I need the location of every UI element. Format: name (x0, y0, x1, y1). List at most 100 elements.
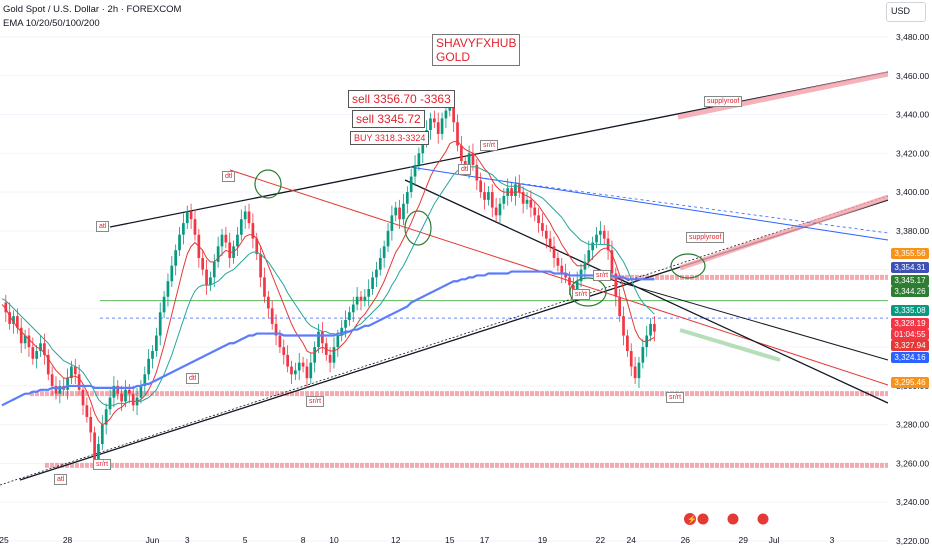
candle-body (54, 385, 58, 394)
candle-body (189, 211, 193, 220)
candle-body (116, 385, 120, 394)
candle-body (216, 246, 220, 262)
candle-body (209, 277, 212, 286)
candle-body (348, 312, 351, 321)
circle-3 (569, 277, 607, 307)
price-label-8: 3,324.16 (891, 352, 929, 363)
x-tick-label: 3 (830, 535, 835, 545)
candle-body (151, 351, 154, 359)
candle-body (239, 219, 243, 235)
candle-body (568, 277, 571, 286)
candle-body (436, 122, 440, 134)
green-projection (679, 328, 781, 362)
candle-body (398, 207, 401, 220)
candles (4, 93, 656, 470)
candle-body (8, 312, 12, 324)
flag-icon-1 (696, 512, 710, 526)
candle-body (66, 378, 69, 390)
time-axis: 25 28 Jun 3 5 8 10 12 15 17 19 22 24 26 29 Jul 3 (0, 535, 835, 545)
candle-body (263, 277, 266, 297)
price-label-7: 3,327.94 (891, 340, 929, 351)
candle-body (541, 223, 544, 231)
candle-body (104, 409, 108, 425)
candle-body (344, 320, 347, 328)
candle-body (274, 323, 278, 336)
y-tick-label: 3,480.00 (896, 32, 929, 42)
candle-body (224, 234, 228, 243)
candle-body (571, 285, 575, 289)
price-label-9: 3,295.46 (891, 377, 929, 388)
candle-body (290, 366, 293, 375)
small-label-atl1: atl (96, 221, 110, 232)
candle-body (517, 184, 521, 193)
candle-body (182, 223, 185, 235)
small-label-srrt3: sr/rt (480, 140, 499, 151)
candle-body (46, 354, 50, 375)
candle-body (81, 389, 85, 406)
candle-body (363, 296, 367, 301)
candle-body (487, 192, 490, 200)
candle-body (251, 223, 255, 239)
candle-body (278, 335, 282, 348)
candle-body (525, 199, 529, 204)
candle-body (548, 238, 552, 247)
small-label-srrt2: sr/rt (93, 459, 112, 470)
candle-body (4, 302, 8, 313)
flag-icon-3 (756, 512, 770, 526)
sell-label-2: sell 3345.72 (352, 110, 425, 128)
candle-body (16, 316, 19, 328)
candle-body (591, 242, 594, 251)
candle-body (147, 358, 150, 375)
candle-body (556, 257, 560, 266)
candle-body (340, 327, 344, 336)
candle-body (97, 444, 100, 460)
candle-body (158, 312, 162, 336)
candle-body (336, 335, 340, 348)
small-label-srrt5: sr/rt (572, 289, 591, 300)
upper-trendline-shadow (677, 71, 889, 120)
sell-label-1: sell 3356.70 -3363 (348, 90, 455, 108)
circle-1 (254, 169, 282, 199)
candle-body (139, 385, 143, 398)
candle-body (378, 257, 382, 270)
candle-body (127, 389, 131, 394)
flash-icon (684, 513, 696, 525)
horizontal-levels (30, 274, 888, 468)
candle-body (359, 296, 363, 301)
candle-body (355, 296, 359, 305)
candle-body (305, 366, 309, 379)
x-tick-label: Jun (146, 535, 160, 545)
candle-body (544, 230, 548, 239)
candle-body (50, 374, 54, 386)
y-tick-label: 3,420.00 (896, 148, 929, 158)
small-label-atl2: atl (54, 474, 68, 485)
candle-body (236, 234, 239, 247)
candle-body (394, 207, 398, 216)
flag-icon-2 (726, 512, 740, 526)
candle-body (421, 141, 425, 154)
x-tick-label: 3 (185, 535, 190, 545)
candle-body (599, 230, 602, 235)
candle-body (483, 192, 486, 200)
x-tick-label: 26 (681, 535, 691, 545)
x-tick-label: 12 (391, 535, 401, 545)
candle-body (317, 331, 320, 348)
small-label-srrt4: sr/rt (593, 270, 612, 281)
candle-body (294, 370, 297, 375)
candle-body (452, 102, 456, 123)
x-tick-label: 8 (301, 535, 306, 545)
candle-body (595, 234, 598, 243)
candle-body (375, 269, 378, 278)
x-tick-label: 22 (596, 535, 606, 545)
candle-body (460, 145, 463, 162)
buy-label: BUY 3318.3-3324 (350, 131, 430, 145)
candle-body (432, 118, 436, 123)
y-tick-label: 3,240.00 (896, 497, 929, 507)
candle-body (471, 153, 475, 165)
candle-body (243, 211, 247, 220)
candle-body (58, 385, 62, 394)
currency-box[interactable] (886, 2, 926, 22)
price-label-6: 01:04:55 (891, 329, 929, 340)
candle-body (286, 354, 289, 367)
